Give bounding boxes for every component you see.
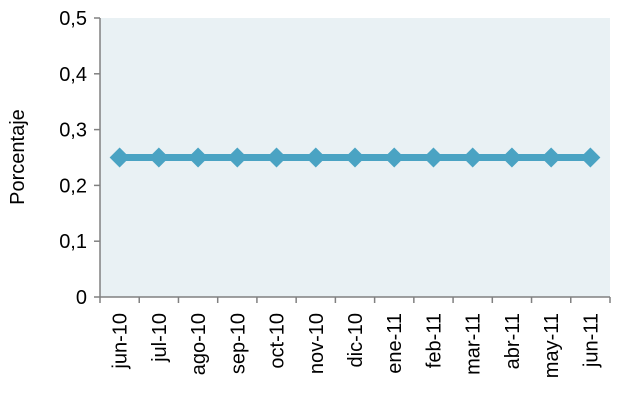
y-tick-label: 0,1 (59, 231, 87, 253)
y-tick-label: 0,5 (59, 8, 87, 30)
y-tick-label: 0 (76, 287, 87, 309)
y-tick-label: 0,3 (59, 120, 87, 142)
x-tick-label: jul-10 (149, 313, 171, 363)
data-point (462, 147, 483, 168)
data-point (345, 147, 365, 168)
data-point (109, 147, 130, 168)
x-tick-label: feb-11 (423, 313, 445, 368)
x-tick-label: jun-10 (110, 313, 132, 370)
x-tick-label: dic-10 (345, 313, 367, 367)
data-point (580, 147, 601, 168)
data-point (227, 147, 248, 168)
data-point (541, 147, 562, 168)
data-point (423, 147, 444, 168)
y-tick-label: 0,2 (59, 175, 87, 197)
x-tick-label: may-11 (541, 313, 563, 378)
data-point (305, 147, 326, 168)
x-tick-label: nov-10 (306, 313, 328, 374)
data-point (384, 147, 405, 168)
data-point (266, 147, 287, 168)
y-tick-label: 0,4 (59, 64, 87, 86)
data-point (148, 147, 169, 168)
x-tick-label: ene-11 (384, 313, 406, 374)
data-point (188, 147, 209, 168)
y-axis-title: Porcentaje (7, 109, 29, 205)
x-tick-label: sep-10 (227, 313, 249, 374)
x-tick-label: jun-11 (580, 313, 602, 368)
x-tick-label: oct-10 (267, 313, 289, 369)
data-point (501, 147, 522, 168)
x-tick-label: mar-11 (463, 313, 485, 375)
x-tick-label: abr-11 (502, 313, 524, 369)
x-tick-label: ago-10 (188, 313, 210, 375)
